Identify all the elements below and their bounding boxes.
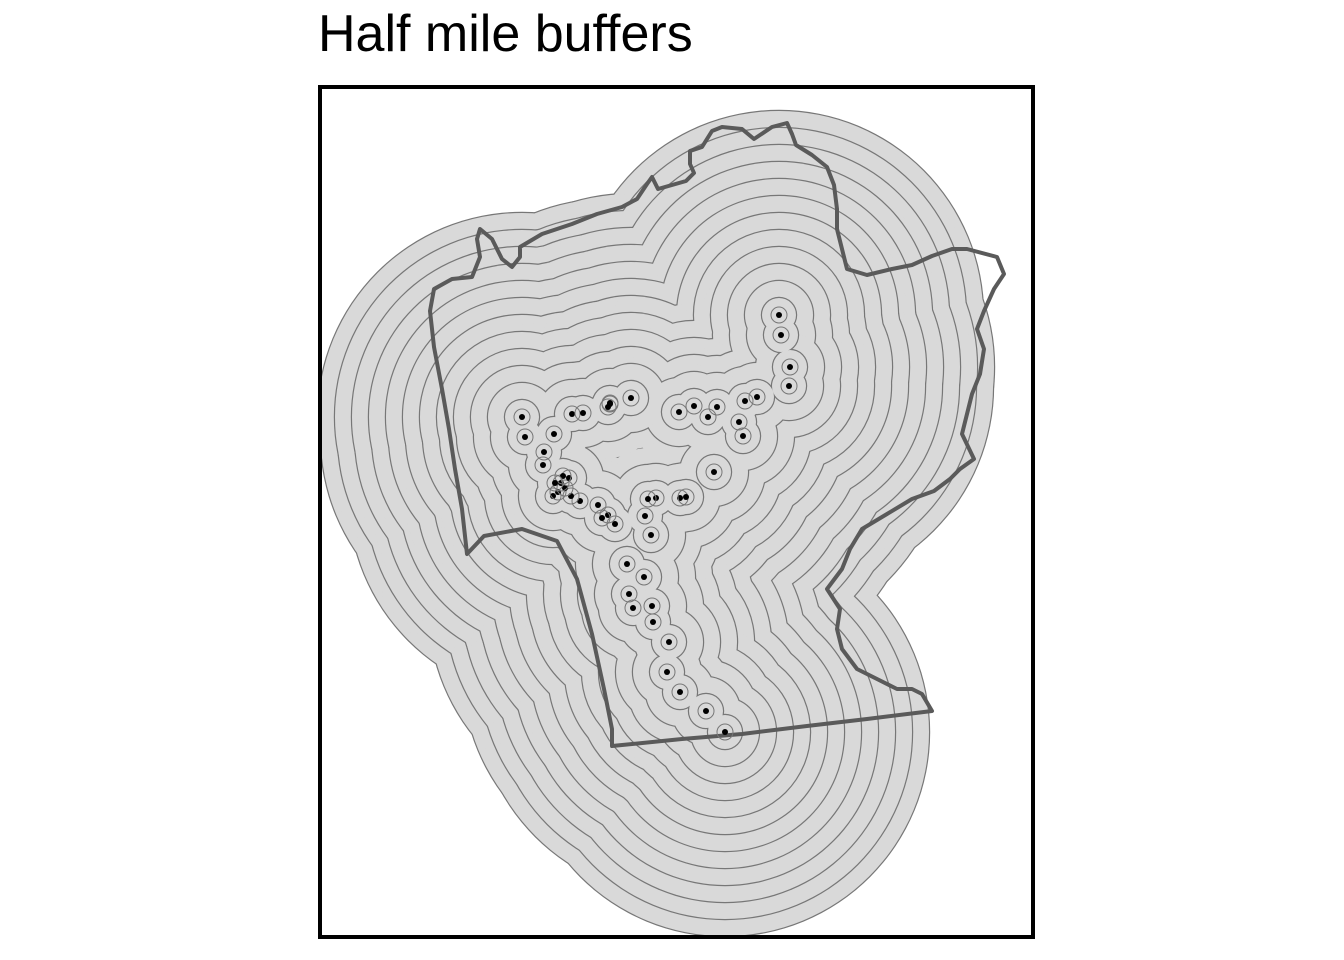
station-point [577, 498, 583, 504]
station-point [705, 414, 711, 420]
station-point [595, 502, 601, 508]
station-point [676, 409, 682, 415]
point-buffer-ring [589, 496, 607, 514]
station-point [550, 493, 556, 499]
station-point [612, 521, 618, 527]
region-boundary [428, 121, 1006, 748]
point-buffer-ring [620, 585, 638, 603]
point-buffer-ring [781, 358, 799, 376]
point-buffer-ring [705, 463, 723, 481]
point-buffer-ring [772, 326, 790, 344]
station-point [642, 513, 648, 519]
point-buffer-ring [644, 613, 662, 631]
station-point [677, 689, 683, 695]
station-point [628, 395, 634, 401]
point-buffer-ring [716, 723, 734, 741]
station-point [740, 433, 746, 439]
point-buffer-ring [546, 474, 564, 492]
station-point [714, 404, 720, 410]
point-buffer-ring [708, 398, 726, 416]
station-point [742, 398, 748, 404]
station-point [787, 364, 793, 370]
point-buffer-ring [639, 490, 657, 508]
point-buffer-ring [556, 479, 574, 497]
point-buffer-ring [671, 683, 689, 701]
point-buffer-ring [513, 408, 531, 426]
station-point [650, 619, 656, 625]
point-buffer-ring [563, 405, 581, 423]
station-point [664, 669, 670, 675]
point-buffer-ring [571, 492, 589, 510]
point-buffer-ring [624, 599, 642, 617]
station-point [786, 383, 792, 389]
point-buffer-ring [685, 397, 703, 415]
map-panel [318, 85, 1035, 939]
station-point [711, 469, 717, 475]
station-point [580, 410, 586, 416]
point-buffer-ring [618, 555, 636, 573]
station-point [519, 414, 525, 420]
point-buffer-ring [770, 306, 788, 324]
point-buffer-ring [780, 377, 798, 395]
station-point [626, 591, 632, 597]
point-buffer-ring [635, 568, 653, 586]
station-point [649, 603, 655, 609]
station-point [666, 639, 672, 645]
point-buffer-ring [748, 388, 766, 406]
point-buffer-ring [601, 394, 619, 412]
point-buffer-ring [734, 427, 752, 445]
station-point [562, 485, 568, 491]
point-buffer-ring [677, 488, 695, 506]
point-buffer-ring [593, 509, 611, 527]
point-buffer-ring [534, 456, 552, 474]
station-point [776, 312, 782, 318]
station-point [560, 473, 566, 479]
station-point [722, 729, 728, 735]
station-point [605, 404, 611, 410]
station-point [645, 496, 651, 502]
station-point [683, 494, 689, 500]
point-buffer-ring [736, 392, 754, 410]
station-point [552, 480, 558, 486]
buffer-rings [322, 109, 996, 935]
point-buffer-ring [697, 702, 715, 720]
station-point [624, 561, 630, 567]
station-point [754, 394, 760, 400]
point-buffer-ring [574, 404, 592, 422]
station-point [641, 574, 647, 580]
map-canvas [322, 109, 1006, 935]
point-buffer-ring [636, 507, 654, 525]
station-point [540, 462, 546, 468]
point-buffer-ring [699, 408, 717, 426]
point-buffer-ring [535, 443, 553, 461]
station-point [648, 532, 654, 538]
station-point [630, 605, 636, 611]
point-buffer-ring [660, 633, 678, 651]
station-point [691, 403, 697, 409]
point-buffer-ring [545, 425, 563, 443]
station-point [541, 449, 547, 455]
point-buffer-ring [658, 663, 676, 681]
point-buffer-ring [516, 428, 534, 446]
point-buffer-ring [599, 398, 617, 416]
station-point [599, 515, 605, 521]
station-point [778, 332, 784, 338]
station-point [522, 434, 528, 440]
point-buffer-ring [544, 487, 562, 505]
point-buffer-ring [642, 526, 660, 544]
point-buffer-ring [670, 403, 688, 421]
station-point [736, 419, 742, 425]
station-point [569, 411, 575, 417]
point-buffer-ring [622, 389, 640, 407]
map-title: Half mile buffers [318, 5, 693, 63]
station-point [703, 708, 709, 714]
station-points [513, 306, 799, 741]
station-point [551, 431, 557, 437]
point-buffer-ring [730, 413, 748, 431]
